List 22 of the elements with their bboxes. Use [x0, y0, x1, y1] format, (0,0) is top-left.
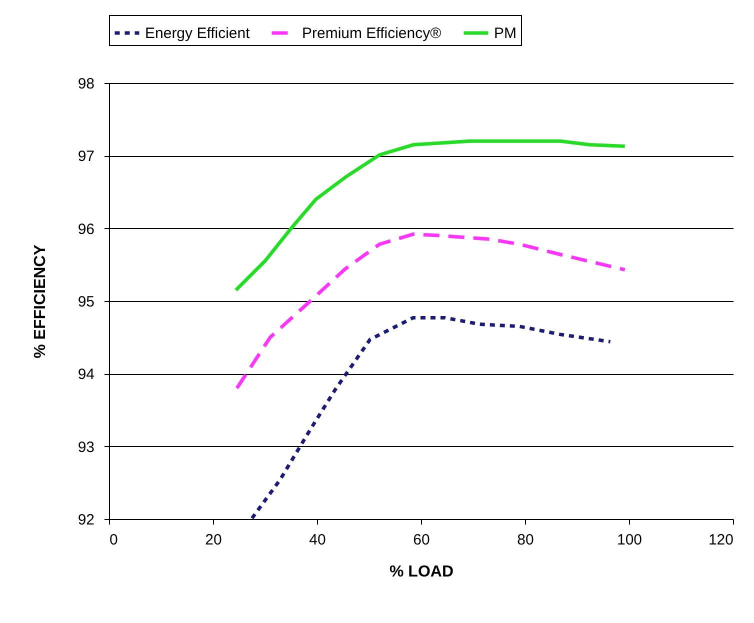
x-tick-label: 120 — [708, 532, 734, 548]
x-tick-label: 100 — [616, 532, 642, 548]
y-tick-label: 95 — [78, 294, 94, 310]
y-tick-label: 93 — [78, 438, 94, 456]
y-tick-label: 94 — [78, 366, 94, 384]
line-series — [234, 139, 627, 292]
legend-label: PM — [494, 25, 516, 42]
y-tick-label: 98 — [78, 76, 94, 92]
line-series — [235, 232, 627, 390]
x-tick-label: 0 — [110, 532, 118, 548]
legend-label: Premium Efficiency® — [302, 25, 442, 42]
x-tick-label: 40 — [309, 532, 326, 548]
x-tick-label: 80 — [517, 532, 534, 548]
y-tick-label: 97 — [78, 148, 94, 166]
x-axis-title: % LOAD — [390, 564, 454, 580]
y-axis-title: % EFFICIENCY — [32, 244, 49, 358]
x-tick-label: 20 — [205, 532, 222, 548]
line-series — [250, 316, 612, 520]
legend-label: Energy Efficient — [145, 25, 251, 42]
y-tick-label: 96 — [78, 220, 94, 238]
x-tick-label: 60 — [413, 532, 430, 548]
y-tick-label: 92 — [78, 512, 94, 528]
